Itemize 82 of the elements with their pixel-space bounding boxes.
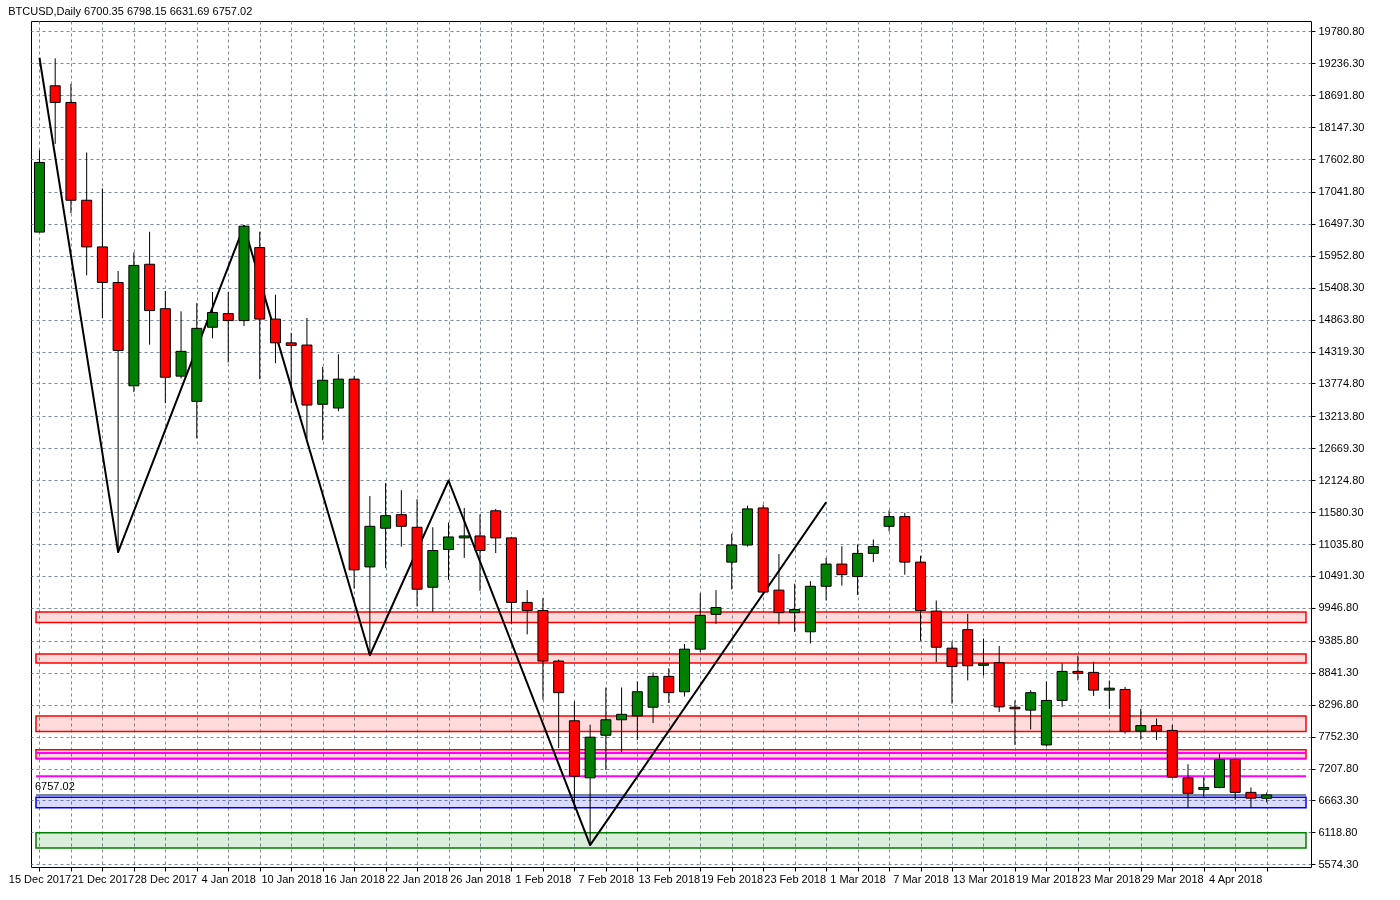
y-tick-label: 7752.30 (1318, 730, 1359, 743)
x-tick-label: 15 Dec 2017 (8, 872, 72, 885)
x-tick-label: 1 Feb 2018 (515, 872, 572, 885)
candlestick (1072, 655, 1084, 681)
y-tick-label: 19236.30 (1318, 56, 1365, 69)
x-tick-label: 29 Mar 2018 (1141, 872, 1204, 885)
candlestick (883, 510, 895, 532)
candlestick (521, 589, 533, 635)
x-tick-label: 23 Mar 2018 (1078, 872, 1141, 885)
x-tick-label: 13 Mar 2018 (953, 872, 1015, 885)
y-tick-label: 8296.80 (1318, 698, 1359, 711)
candlestick (1088, 661, 1100, 697)
y-tick-label: 6663.30 (1318, 793, 1359, 806)
x-tick-label: 10 Jan 2018 (261, 872, 322, 885)
y-tick-label: 13774.80 (1318, 376, 1365, 389)
candlestick (867, 539, 879, 563)
candlestick (285, 332, 297, 404)
candlestick (222, 291, 234, 363)
candlestick (977, 638, 989, 677)
x-tick-label: 4 Apr 2018 (1209, 872, 1263, 885)
y-tick-label: 17602.80 (1318, 152, 1365, 165)
y-tick-label: 12124.80 (1318, 473, 1365, 486)
candlestick (474, 513, 486, 592)
candlestick (789, 583, 801, 633)
x-tick-label: 19 Mar 2018 (1016, 872, 1078, 885)
candlestick (207, 291, 219, 339)
x-tick-label: 23 Feb 2018 (764, 872, 827, 885)
candlestick (1182, 763, 1194, 809)
chart-title: BTCUSD,Daily 6700.35 6798.15 6631.69 6757.02 (8, 5, 253, 17)
y-tick-label: 16497.30 (1318, 217, 1365, 230)
candlestick (1151, 717, 1163, 741)
y-tick-label: 13213.80 (1318, 409, 1365, 422)
x-tick-label: 19 Feb 2018 (701, 872, 764, 885)
candlestick (663, 667, 675, 704)
candlestick (1245, 787, 1257, 809)
y-tick-label: 15408.30 (1318, 281, 1365, 294)
x-tick-label: 7 Feb 2018 (578, 872, 635, 885)
candlestick (852, 543, 864, 596)
x-tick-label: 26 Jan 2018 (450, 872, 511, 885)
y-tick-label: 18147.30 (1318, 120, 1365, 133)
y-tick-label: 9385.80 (1318, 634, 1359, 647)
candlestick (458, 507, 470, 559)
candlestick (836, 545, 848, 587)
candlestick (269, 294, 281, 364)
x-tick-label: 7 Mar 2018 (893, 872, 949, 885)
x-tick-label: 22 Jan 2018 (387, 872, 448, 885)
x-tick-label: 13 Feb 2018 (638, 872, 701, 885)
x-tick-label: 21 Dec 2017 (71, 872, 135, 885)
y-tick-label: 7207.80 (1318, 762, 1359, 775)
y-tick-label: 17041.80 (1318, 185, 1365, 198)
candlestick (443, 521, 455, 581)
x-tick-label: 4 Jan 2018 (201, 872, 256, 885)
candlestick (710, 589, 722, 625)
candlestick (380, 482, 392, 569)
candlestick (616, 687, 628, 753)
x-tick-label: 16 Jan 2018 (324, 872, 385, 885)
candlestick (1103, 679, 1115, 710)
y-tick-label: 12669.30 (1318, 441, 1365, 454)
ref-line-label: 6757.02 (35, 779, 75, 792)
y-tick-label: 19780.80 (1318, 24, 1365, 37)
candlestick (1135, 708, 1147, 740)
y-tick-label: 6118.80 (1318, 825, 1358, 838)
y-tick-label: 5574.30 (1318, 857, 1359, 870)
candlestick (600, 687, 612, 771)
y-tick-label: 18691.80 (1318, 88, 1365, 101)
candlestick (773, 553, 785, 625)
x-tick-label: 1 Mar 2018 (830, 872, 886, 885)
candlestick (946, 641, 958, 705)
candlestick (1025, 689, 1037, 730)
y-tick-label: 9946.80 (1318, 601, 1359, 614)
y-tick-label: 14863.80 (1318, 313, 1365, 326)
candlestick (1198, 776, 1210, 798)
y-tick-label: 15952.80 (1318, 249, 1365, 262)
y-tick-label: 11580.30 (1318, 505, 1364, 518)
candlestick (820, 557, 832, 601)
y-tick-label: 10491.30 (1318, 569, 1365, 582)
y-tick-label: 14319.30 (1318, 345, 1365, 358)
y-tick-label: 8841.30 (1318, 666, 1359, 679)
x-tick-label: 28 Dec 2017 (134, 872, 198, 885)
y-tick-label: 11035.80 (1318, 537, 1364, 550)
candlestick (395, 489, 407, 548)
candlestick (726, 533, 738, 590)
